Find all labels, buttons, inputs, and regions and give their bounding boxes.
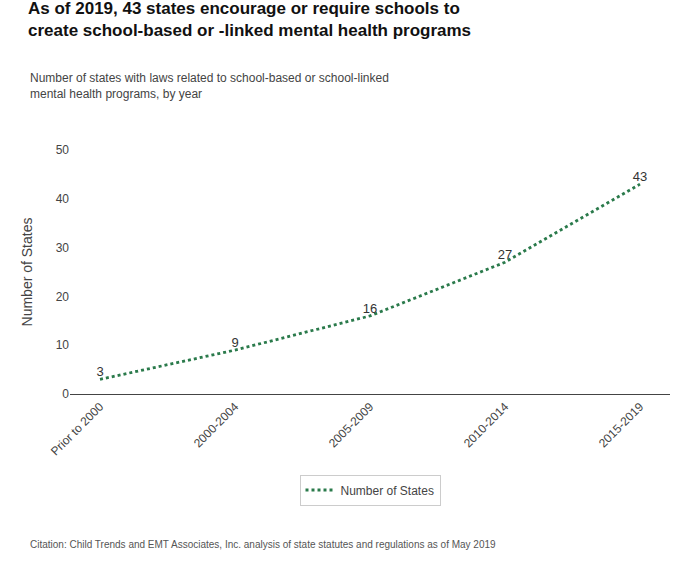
svg-text:27: 27 — [498, 247, 512, 262]
svg-text:16: 16 — [363, 301, 377, 316]
svg-text:10: 10 — [56, 338, 70, 352]
svg-text:2010-2014: 2010-2014 — [461, 400, 512, 451]
svg-text:Citation: Child Trends and EMT: Citation: Child Trends and EMT Associate… — [30, 539, 496, 550]
svg-text:2005-2009: 2005-2009 — [326, 400, 377, 451]
svg-text:Number of States: Number of States — [341, 484, 434, 498]
svg-text:Number of states with laws rel: Number of states with laws related to sc… — [30, 71, 389, 101]
svg-text:3: 3 — [96, 364, 103, 379]
svg-text:2000-2004: 2000-2004 — [191, 400, 242, 451]
svg-text:Number of States: Number of States — [19, 218, 35, 327]
svg-text:As of 2019, 43 states encourag: As of 2019, 43 states encourage or requi… — [28, 0, 471, 40]
svg-text:20: 20 — [56, 290, 70, 304]
svg-text:50: 50 — [56, 143, 70, 157]
svg-text:9: 9 — [231, 335, 238, 350]
svg-text:43: 43 — [633, 169, 647, 184]
svg-text:30: 30 — [56, 241, 70, 255]
svg-text:40: 40 — [56, 192, 70, 206]
svg-text:Prior to 2000: Prior to 2000 — [48, 400, 107, 459]
svg-text:0: 0 — [62, 387, 69, 401]
svg-text:2015-2019: 2015-2019 — [596, 400, 647, 451]
